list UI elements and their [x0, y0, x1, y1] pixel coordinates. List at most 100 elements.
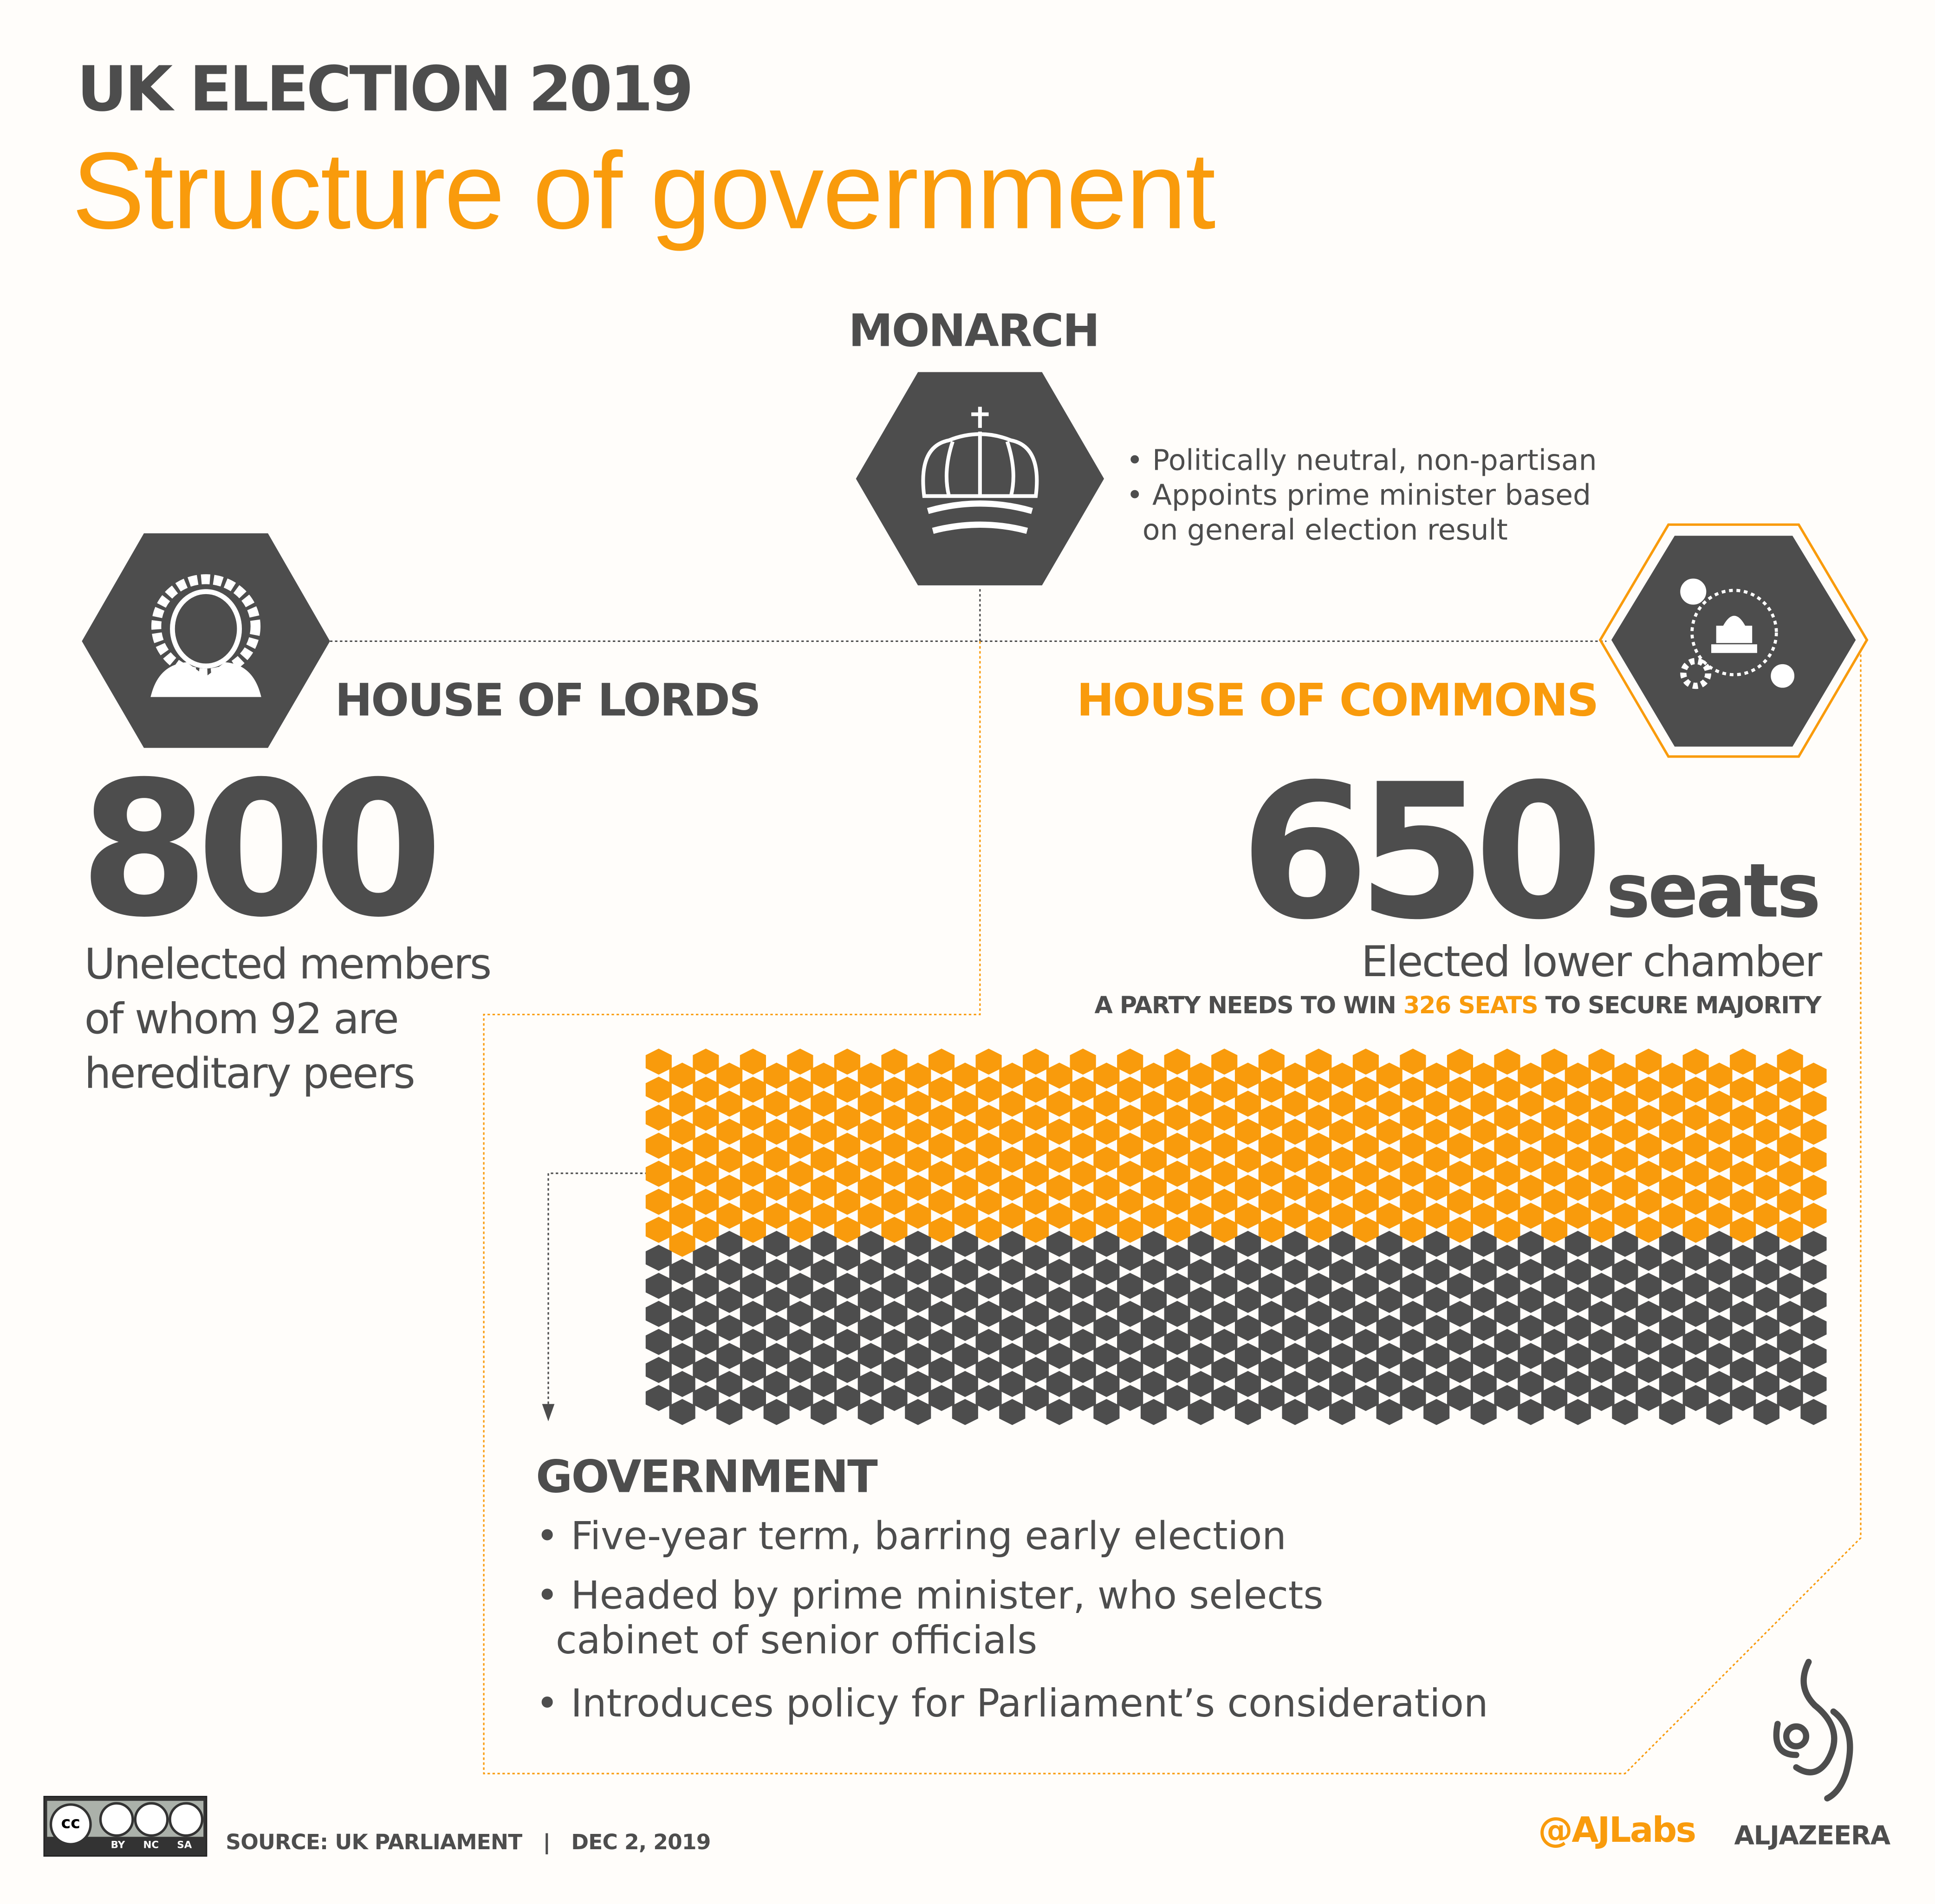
seat-majority — [834, 1104, 861, 1131]
seat — [1588, 1385, 1615, 1411]
seat-majority — [1188, 1174, 1214, 1201]
seat-majority — [1258, 1189, 1285, 1215]
seat-majority — [1282, 1119, 1308, 1145]
seat — [1258, 1329, 1285, 1355]
seat — [857, 1230, 884, 1257]
seat-majority — [999, 1203, 1026, 1229]
seat-majority — [1730, 1189, 1756, 1215]
seat-majority — [1753, 1146, 1779, 1173]
seat-majority — [716, 1062, 743, 1089]
seat-majority — [881, 1217, 908, 1243]
ajlabs-handle[interactable]: @AJLabs — [1538, 1809, 1696, 1851]
seat-majority — [1423, 1119, 1450, 1145]
seat-majority — [1659, 1119, 1685, 1145]
seat — [1470, 1287, 1497, 1313]
seat — [975, 1301, 1002, 1327]
seat — [1423, 1343, 1450, 1369]
seat-majority — [857, 1146, 884, 1173]
seat — [1470, 1259, 1497, 1285]
seat-majority — [716, 1203, 743, 1229]
seat-majority — [1046, 1062, 1072, 1089]
seat — [1612, 1371, 1638, 1397]
seat-majority — [1682, 1160, 1709, 1187]
seat-majority — [857, 1174, 884, 1201]
seat — [1070, 1301, 1096, 1327]
lords-line: Unelected members — [84, 940, 492, 990]
seat-majority — [1376, 1090, 1403, 1117]
seat — [999, 1230, 1026, 1257]
license-sa: SA — [177, 1839, 192, 1851]
seat-majority — [787, 1076, 813, 1103]
seat — [1470, 1230, 1497, 1257]
seat — [1234, 1287, 1261, 1313]
seat-majority — [1541, 1049, 1568, 1075]
seat — [952, 1399, 978, 1425]
lords-line: of whom 92 are — [84, 994, 399, 1044]
seat-majority — [975, 1076, 1002, 1103]
seat — [1023, 1357, 1049, 1383]
seat-majority — [1400, 1076, 1426, 1103]
seat — [1777, 1385, 1803, 1411]
seat-majority — [905, 1119, 931, 1145]
connector-government — [547, 1172, 648, 1408]
seat-majority — [1518, 1174, 1544, 1201]
seat-majority — [740, 1049, 766, 1075]
seat — [834, 1244, 861, 1271]
seat — [1305, 1273, 1332, 1299]
seat-majority — [740, 1104, 766, 1131]
seat — [1753, 1315, 1779, 1341]
seat — [1612, 1343, 1638, 1369]
seat — [1518, 1230, 1544, 1257]
seat — [1612, 1230, 1638, 1257]
monarch-bullet: • Appoints prime minister based — [1126, 480, 1591, 512]
seat — [1777, 1357, 1803, 1383]
seat — [1588, 1273, 1615, 1299]
seat — [1117, 1273, 1143, 1299]
seat-majority — [1470, 1203, 1497, 1229]
seat-majority — [1518, 1146, 1544, 1173]
seat-majority — [999, 1119, 1026, 1145]
majority-prefix: A PARTY NEEDS TO WIN — [1094, 992, 1403, 1020]
seat-majority — [1800, 1174, 1827, 1201]
seat — [787, 1301, 813, 1327]
seat — [740, 1329, 766, 1355]
seat-majority — [1164, 1049, 1190, 1075]
seat — [1753, 1287, 1779, 1313]
seat — [1093, 1259, 1120, 1285]
seat-majority — [1234, 1062, 1261, 1089]
seat-majority — [1046, 1146, 1072, 1173]
seat-majority — [1588, 1189, 1615, 1215]
lords-line: hereditary peers — [84, 1049, 416, 1099]
seat — [1541, 1244, 1568, 1271]
seat-majority — [1470, 1119, 1497, 1145]
seat-majority — [1659, 1203, 1685, 1229]
seat-majority — [928, 1160, 955, 1187]
seat — [645, 1329, 672, 1355]
seat-majority — [952, 1146, 978, 1173]
seat — [999, 1399, 1026, 1425]
commons-subtitle: Elected lower chamber — [1361, 938, 1822, 987]
seat-majority — [905, 1062, 931, 1089]
aljazeera-logo-icon — [1773, 1658, 1853, 1802]
seat-majority — [1423, 1174, 1450, 1201]
seat — [787, 1244, 813, 1271]
seat — [1258, 1273, 1285, 1299]
seat — [669, 1343, 695, 1369]
seat-majority — [1541, 1133, 1568, 1159]
seat-majority — [811, 1174, 837, 1201]
seat-majority — [1777, 1049, 1803, 1075]
seat-majority — [1706, 1174, 1733, 1201]
seat — [693, 1329, 719, 1355]
seat — [1164, 1357, 1190, 1383]
seat — [975, 1329, 1002, 1355]
seat — [975, 1385, 1002, 1411]
seat — [1541, 1385, 1568, 1411]
seat — [716, 1371, 743, 1397]
seat — [1447, 1385, 1473, 1411]
seat-majority — [811, 1090, 837, 1117]
seat-majority — [1541, 1104, 1568, 1131]
seat-majority — [787, 1104, 813, 1131]
seat-majority — [1352, 1076, 1379, 1103]
seat — [811, 1315, 837, 1341]
cc-license-badge[interactable]: cc BY NC SA — [43, 1796, 208, 1857]
